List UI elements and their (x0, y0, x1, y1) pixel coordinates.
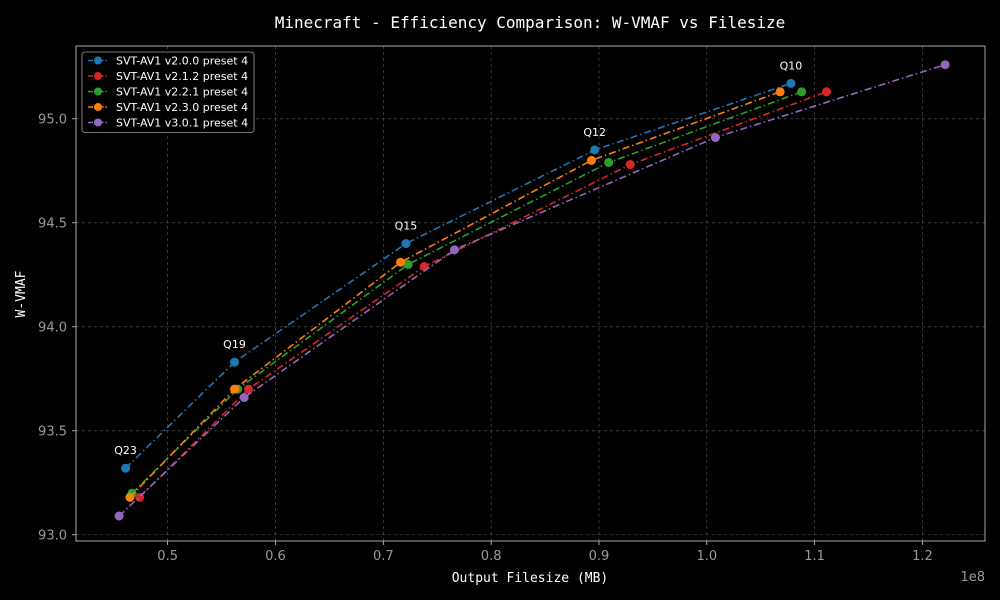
annotations: Q23 Q19 Q15 Q12 Q10 (114, 59, 802, 457)
legend-item: SVT-AV1 v2.3.0 preset 4 (88, 101, 248, 114)
plot-frame (75, 45, 986, 542)
x-tick-label: 0.5 (157, 549, 178, 564)
y-tick-label: 93.5 (38, 424, 67, 439)
legend-marker (94, 118, 102, 127)
quality-annotation: Q15 (395, 220, 418, 233)
legend-box (81, 51, 255, 133)
x-tick-label: 1.2 (912, 549, 933, 564)
y-tick-label: 94.5 (38, 216, 67, 231)
data-point (244, 384, 254, 394)
data-point (230, 384, 240, 394)
x-tick-label: 1.1 (804, 549, 825, 564)
data-point (797, 87, 807, 97)
legend-item: SVT-AV1 v3.0.1 preset 4 (88, 117, 248, 130)
quality-annotation: Q19 (223, 338, 246, 351)
x-axis-label: Output Filesize (MB) (452, 571, 609, 586)
x-tick-label: 0.8 (481, 549, 502, 564)
quality-annotation: Q12 (583, 126, 606, 139)
x-axis-offset-label: 1e8 (960, 570, 985, 585)
y-tick-label: 95.0 (38, 112, 67, 127)
data-point (121, 463, 131, 473)
data-point (786, 78, 796, 88)
quality-annotation: Q10 (780, 59, 803, 72)
legend: SVT-AV1 v2.0.0 preset 4 SVT-AV1 v2.1.2 pr… (81, 51, 255, 133)
data-point (239, 392, 249, 402)
legend-item: SVT-AV1 v2.0.0 preset 4 (88, 55, 248, 68)
data-point (125, 492, 135, 502)
series-line (118, 63, 946, 517)
data-point (230, 357, 240, 367)
data-point (114, 511, 124, 521)
legend-marker (94, 72, 102, 80)
quality-annotation: Q23 (114, 444, 137, 457)
legend-label: SVT-AV1 v2.1.2 preset 4 (116, 70, 248, 83)
data-point (449, 245, 459, 255)
legend-label: SVT-AV1 v2.3.0 preset 4 (116, 101, 248, 114)
data-point (821, 87, 831, 97)
data-point (590, 145, 600, 155)
data-point (710, 133, 720, 143)
series-4 (125, 87, 785, 502)
legend-marker (94, 56, 102, 65)
data-point (625, 160, 635, 170)
series-line (125, 82, 792, 469)
series-5 (114, 60, 950, 521)
x-tick-label: 1.0 (696, 549, 717, 564)
x-tick-label: 0.6 (265, 549, 286, 564)
series-1 (121, 78, 796, 473)
data-point (403, 259, 413, 269)
axis-ticks: 0.5 0.6 0.7 0.8 0.9 1.0 1.1 1.2 93.0 93.5 94.0 94.5… (38, 112, 933, 564)
y-axis-label: W-VMAF (14, 270, 29, 317)
legend-marker (94, 103, 102, 111)
data-point (940, 60, 950, 70)
series-2 (135, 87, 831, 502)
y-tick-label: 93.0 (38, 528, 67, 543)
legend-label: SVT-AV1 v2.0.0 preset 4 (116, 55, 248, 68)
legend-label: SVT-AV1 v3.0.1 preset 4 (116, 117, 248, 130)
series-group (114, 60, 950, 521)
data-point (604, 157, 614, 167)
data-point (586, 155, 596, 165)
x-tick-label: 0.9 (589, 549, 610, 564)
x-tick-label: 0.7 (373, 549, 394, 564)
legend-item: SVT-AV1 v2.1.2 preset 4 (88, 70, 248, 83)
legend-marker (94, 87, 102, 96)
legend-label: SVT-AV1 v2.2.1 preset 4 (116, 86, 248, 99)
chart-title: Minecraft - Efficiency Comparison: W-VMA… (275, 13, 786, 32)
data-point (396, 257, 406, 267)
data-point (401, 239, 411, 249)
legend-item: SVT-AV1 v2.2.1 preset 4 (88, 86, 248, 99)
data-point (775, 87, 785, 97)
y-tick-label: 94.0 (38, 320, 67, 335)
